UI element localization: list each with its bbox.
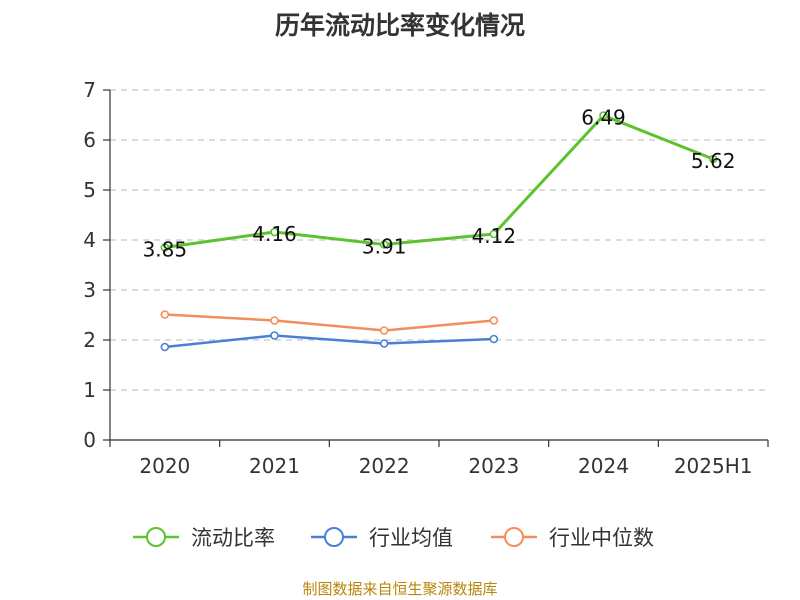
legend[interactable]: 流动比率 行业均值 行业中位数 xyxy=(133,526,654,550)
legend-circle-icon xyxy=(146,527,166,547)
x-tick-label: 2021 xyxy=(249,454,300,478)
series-line xyxy=(164,334,494,349)
data-point xyxy=(708,154,718,164)
x-tick-label: 2023 xyxy=(468,454,519,478)
data-point xyxy=(160,243,170,252)
legend-item[interactable]: 行业均值 xyxy=(311,526,453,550)
source-note: 制图数据来自恒生聚源数据库 xyxy=(302,580,498,598)
data-label: 3.85 xyxy=(143,238,188,262)
data-point xyxy=(379,339,389,348)
legend-label: 流动比率 xyxy=(191,526,275,550)
data-point xyxy=(489,229,499,239)
series-lines xyxy=(160,111,718,352)
y-tick-label: 1 xyxy=(83,378,96,402)
legend-circle-icon xyxy=(324,527,344,547)
series-line xyxy=(164,114,714,249)
data-point xyxy=(489,334,499,344)
data-point xyxy=(599,111,608,120)
data-point xyxy=(379,240,389,249)
data-point xyxy=(270,331,279,340)
data-label: 3.91 xyxy=(362,235,407,259)
legend-label: 行业中位数 xyxy=(549,526,654,550)
data-point xyxy=(160,342,170,352)
y-tick-label: 4 xyxy=(83,228,96,252)
chart-title: 历年流动比率变化情况 xyxy=(274,11,525,40)
data-point xyxy=(270,227,279,237)
legend-circle-icon xyxy=(504,527,524,547)
data-point xyxy=(270,316,279,325)
data-labels: 3.85 4.16 3.91 4.12 6.49 5.62 xyxy=(143,106,736,262)
x-tick-label: 2022 xyxy=(359,454,410,478)
y-tick-label: 6 xyxy=(83,128,96,152)
x-tick-label: 2020 xyxy=(139,454,190,478)
x-tick-label: 2025H1 xyxy=(674,454,753,478)
y-tick-label: 2 xyxy=(83,328,96,352)
legend-label: 行业均值 xyxy=(369,526,453,550)
data-point xyxy=(379,326,389,335)
legend-item[interactable]: 行业中位数 xyxy=(491,526,654,550)
data-label: 4.16 xyxy=(252,222,297,246)
x-tick-label: 2024 xyxy=(578,454,629,478)
y-tick-label: 0 xyxy=(83,428,96,452)
axes: 0 1 2 3 4 5 6 7 2020 2021 2022 2023 2024 2025H1 xyxy=(83,78,769,478)
data-label: 4.12 xyxy=(472,224,517,248)
legend-item[interactable]: 流动比率 xyxy=(133,526,275,550)
data-label: 6.49 xyxy=(581,106,626,130)
y-tick-label: 7 xyxy=(83,78,96,102)
y-tick-label: 5 xyxy=(83,178,96,202)
series-line xyxy=(164,313,494,332)
data-point xyxy=(489,316,499,325)
data-point xyxy=(160,310,170,319)
y-tick-label: 3 xyxy=(83,278,96,302)
data-label: 5.62 xyxy=(691,149,736,173)
